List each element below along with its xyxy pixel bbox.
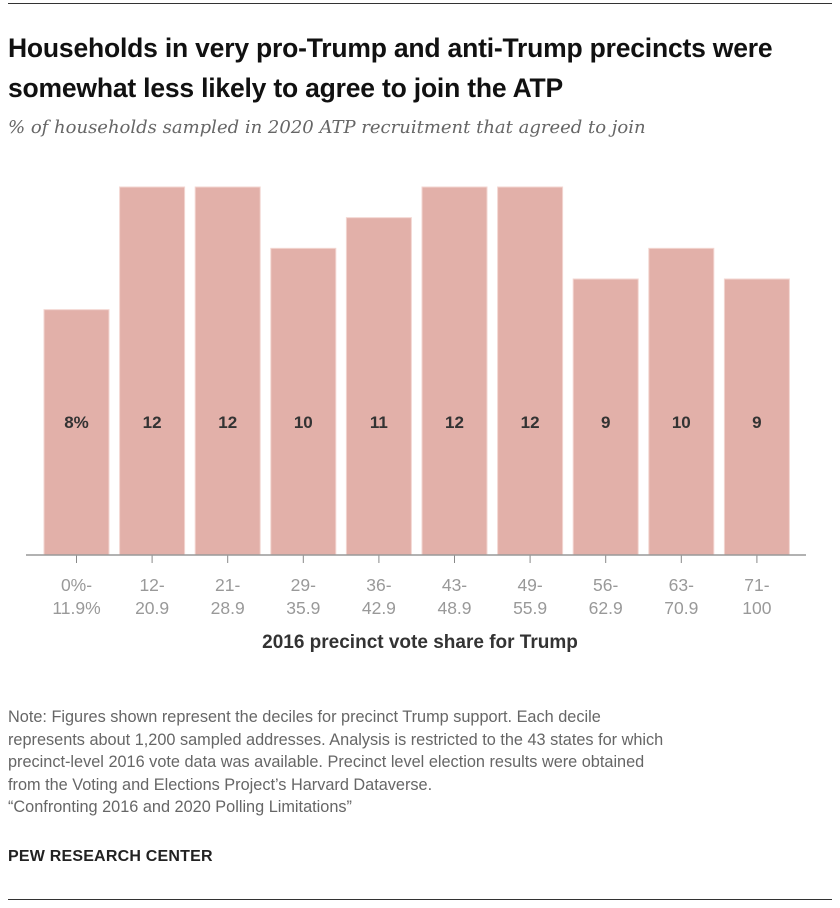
x-tick-label: 55.9 — [513, 598, 547, 618]
bottom-rule — [8, 899, 832, 900]
x-tick-label: 49- — [517, 575, 542, 595]
chart-subtitle: % of households sampled in 2020 ATP recr… — [8, 117, 646, 138]
x-tick-label: 100 — [742, 598, 771, 618]
chart-title: Households in very pro-Trump and anti-Tr… — [8, 33, 773, 103]
x-tick-label: 28.9 — [211, 598, 245, 618]
x-tick-label: 20.9 — [135, 598, 169, 618]
x-axis-label: 2016 precinct vote share for Trump — [262, 632, 578, 653]
x-tick-label: 42.9 — [362, 598, 396, 618]
x-tick-label: 29- — [291, 575, 316, 595]
x-tick-label: 21- — [215, 575, 240, 595]
x-tick-label: 62.9 — [589, 598, 623, 618]
data-label: 12 — [218, 413, 237, 432]
source-report: “Confronting 2016 and 2020 Polling Limit… — [8, 798, 352, 816]
data-label: 9 — [752, 413, 761, 432]
note-line: Note: Figures shown represent the decile… — [8, 708, 601, 726]
source-credit: PEW RESEARCH CENTER — [8, 848, 213, 865]
bar — [194, 186, 261, 556]
data-label: 12 — [445, 413, 464, 432]
x-tick-label: 0%- — [61, 575, 92, 595]
data-label: 9 — [601, 413, 610, 432]
x-tick-label: 56- — [593, 575, 618, 595]
x-tick-label: 35.9 — [286, 598, 320, 618]
data-label: 10 — [294, 413, 313, 432]
data-label: 11 — [370, 413, 388, 432]
bar — [43, 309, 110, 556]
top-rule — [8, 3, 832, 4]
chart-note: Note: Figures shown represent the decile… — [8, 706, 828, 819]
x-tick-label: 11.9% — [52, 598, 100, 618]
bar — [648, 247, 715, 556]
x-tick-label: 48.9 — [437, 598, 471, 618]
x-tick-label: 12- — [139, 575, 164, 595]
bar — [270, 247, 337, 556]
x-tick-label: 71- — [744, 575, 769, 595]
x-tick-label: 70.9 — [664, 598, 698, 618]
bar — [119, 186, 186, 556]
x-tick-label: 36- — [366, 575, 391, 595]
note-line: precinct-level 2016 vote data was availa… — [8, 753, 645, 771]
data-label: 10 — [672, 413, 691, 432]
x-tick-label: 63- — [669, 575, 694, 595]
note-line: represents about 1,200 sampled addresses… — [8, 730, 664, 749]
data-label: 12 — [143, 413, 162, 432]
bar — [421, 186, 488, 556]
data-label: 8% — [64, 413, 89, 432]
note-line: from the Voting and Elections Project’s … — [8, 775, 433, 794]
data-label: 12 — [521, 413, 540, 432]
bar — [345, 217, 412, 556]
bar-chart: 8% 0%- 11.9% 12 12- 20.9 12 21- 28.9 10 29- 35.9 11 3… — [26, 186, 806, 618]
bar — [497, 186, 564, 556]
x-tick-label: 43- — [442, 575, 467, 595]
